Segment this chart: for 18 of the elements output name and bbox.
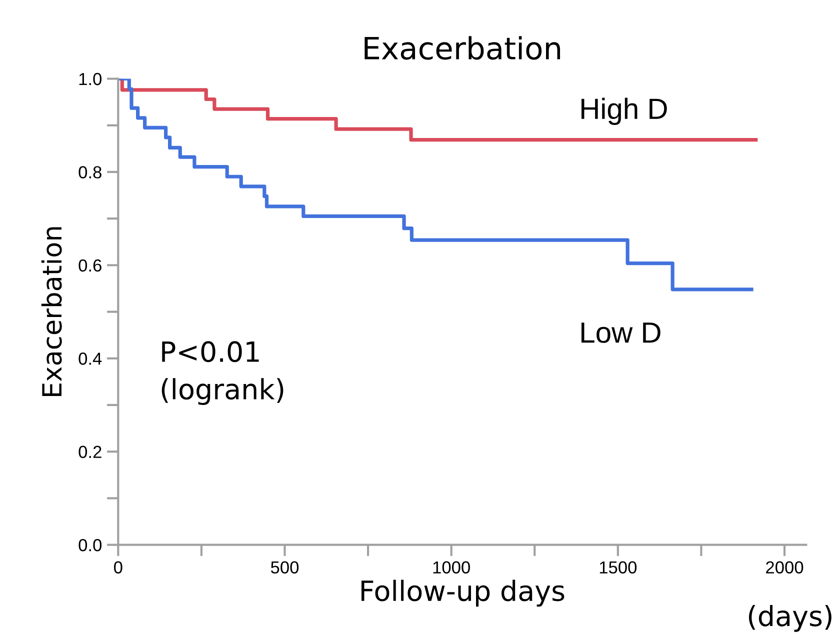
- y-tick-label: 1.0: [79, 72, 102, 86]
- x-tick-label: 1500: [600, 561, 637, 574]
- x-tick-label: 500: [270, 561, 299, 574]
- x-tick-label: 0: [114, 561, 122, 574]
- y-tick-label: 0.8: [78, 166, 102, 178]
- text: (days): [748, 604, 832, 632]
- y-axis-title: Exacerbation: [41, 227, 62, 396]
- y-tick-label: 0.6: [78, 259, 102, 272]
- annotation: P<0.01 (logrank): [162, 341, 284, 406]
- x-tick-label: 2000: [766, 561, 804, 574]
- y-tick-label: 0.2: [78, 446, 102, 458]
- series-label: Low D: [582, 322, 660, 343]
- y-tick-label: 0.4: [78, 352, 102, 365]
- x-tick-label: 1000: [433, 561, 470, 574]
- chart-title: Exacerbation: [364, 36, 560, 60]
- x-axis-title: Follow-up days: [361, 580, 564, 607]
- series-label: High D: [582, 98, 667, 125]
- y-tick-label: 0.0: [78, 539, 102, 552]
